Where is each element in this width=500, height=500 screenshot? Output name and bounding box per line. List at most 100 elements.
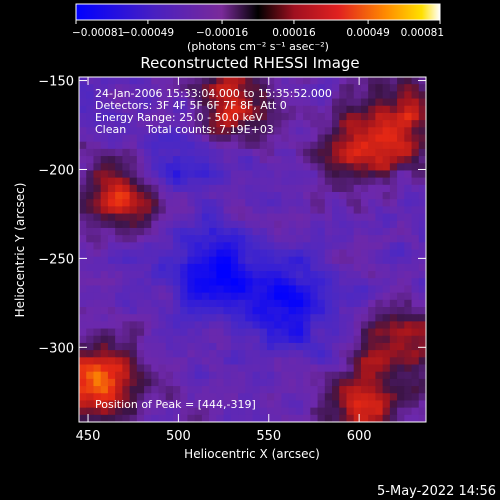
heatmap-cell [324, 285, 333, 294]
heatmap-cell [144, 256, 152, 265]
heatmap-cell [259, 177, 268, 186]
heatmap-cell [281, 371, 290, 380]
heatmap-cell [411, 98, 420, 107]
heatmap-cell [216, 386, 225, 394]
heatmap-cell [86, 335, 95, 344]
heatmap-cell [368, 393, 376, 402]
heatmap-cell [187, 156, 196, 164]
heatmap-cell [418, 386, 426, 394]
heatmap-cell [346, 112, 355, 121]
heatmap-cell [368, 342, 376, 351]
heatmap-cell [339, 177, 348, 186]
heatmap-cell [180, 285, 189, 294]
heatmap-cell [158, 199, 167, 207]
heatmap-cell [339, 278, 348, 287]
heatmap-cell [317, 156, 326, 164]
heatmap-cell [100, 199, 109, 207]
heatmap-cell [136, 271, 145, 279]
heatmap-cell [230, 177, 239, 186]
heatmap-cell [187, 378, 196, 387]
heatmap-cell [274, 321, 283, 330]
heatmap-cell [397, 227, 405, 236]
heatmap-cell [129, 386, 138, 394]
heatmap-cell [252, 242, 261, 251]
heatmap-cell [223, 242, 232, 251]
heatmap-cell [187, 227, 196, 236]
heatmap-cell [238, 156, 246, 164]
heatmap-cell [158, 278, 167, 287]
heatmap-cell [136, 242, 145, 251]
heatmap-cell [93, 134, 102, 143]
heatmap-cell [353, 249, 362, 258]
heatmap-cell [252, 364, 261, 373]
heatmap-cell [303, 314, 311, 322]
heatmap-cell [201, 407, 210, 416]
heatmap-cell [158, 393, 167, 402]
heatmap-cell [223, 393, 232, 402]
heatmap-cell [158, 371, 167, 380]
heatmap-cell [404, 278, 413, 287]
heatmap-cell [389, 84, 398, 92]
heatmap-cell [339, 249, 348, 258]
heatmap-cell [245, 321, 254, 330]
heatmap-cell [238, 321, 246, 330]
heatmap-cell [397, 98, 405, 107]
heatmap-cell [165, 220, 174, 229]
heatmap-cell [397, 206, 405, 215]
heatmap-cell [151, 407, 160, 416]
heatmap-cell [86, 285, 95, 294]
heatmap-cell [86, 98, 95, 107]
heatmap-cell [144, 192, 152, 200]
heatmap-cell [172, 400, 181, 409]
heatmap-cell [317, 134, 326, 143]
heatmap-cell [375, 206, 384, 215]
heatmap-cell [180, 112, 189, 121]
heatmap-cell [151, 314, 160, 322]
heatmap-cell [144, 127, 152, 136]
heatmap-cell [404, 242, 413, 251]
heatmap-cell [295, 242, 304, 251]
heatmap-cell [317, 91, 326, 100]
heatmap-cell [86, 105, 95, 114]
heatmap-cell [201, 364, 210, 373]
heatmap-cell [144, 213, 152, 222]
heatmap-cell [404, 227, 413, 236]
heatmap-cell [310, 199, 319, 207]
heatmap-cell [339, 407, 348, 416]
heatmap-cell [194, 184, 203, 193]
heatmap-cell [281, 77, 290, 85]
heatmap-cell [158, 213, 167, 222]
heatmap-cell [86, 206, 95, 215]
heatmap-cell [281, 285, 290, 294]
heatmap-cell [230, 350, 239, 358]
heatmap-cell [368, 357, 376, 366]
heatmap-cell [238, 127, 246, 136]
heatmap-cell [115, 249, 123, 258]
heatmap-cell [346, 407, 355, 416]
heatmap-cell [115, 407, 123, 416]
heatmap-cell [317, 299, 326, 308]
heatmap-cell [411, 278, 420, 287]
heatmap-cell [180, 148, 189, 157]
heatmap-cell [223, 321, 232, 330]
heatmap-cell [303, 256, 311, 265]
heatmap-cell [368, 220, 376, 229]
heatmap-cell [209, 256, 217, 265]
colorbar-tick-label: 0.00016 [272, 27, 316, 39]
heatmap-cell [223, 235, 232, 243]
heatmap-cell [274, 328, 283, 337]
heatmap-cell [216, 235, 225, 243]
heatmap-cell [324, 141, 333, 150]
heatmap-cell [129, 292, 138, 301]
heatmap-cell [129, 199, 138, 207]
heatmap-cell [172, 84, 181, 92]
heatmap-cell [288, 278, 297, 287]
heatmap-cell [397, 249, 405, 258]
heatmap-cell [107, 271, 116, 279]
heatmap-cell [317, 256, 326, 265]
heatmap-cell [144, 407, 152, 416]
heatmap-cell [411, 342, 420, 351]
heatmap-cell [230, 307, 239, 315]
heatmap-cell [310, 314, 319, 322]
heatmap-cell [187, 220, 196, 229]
